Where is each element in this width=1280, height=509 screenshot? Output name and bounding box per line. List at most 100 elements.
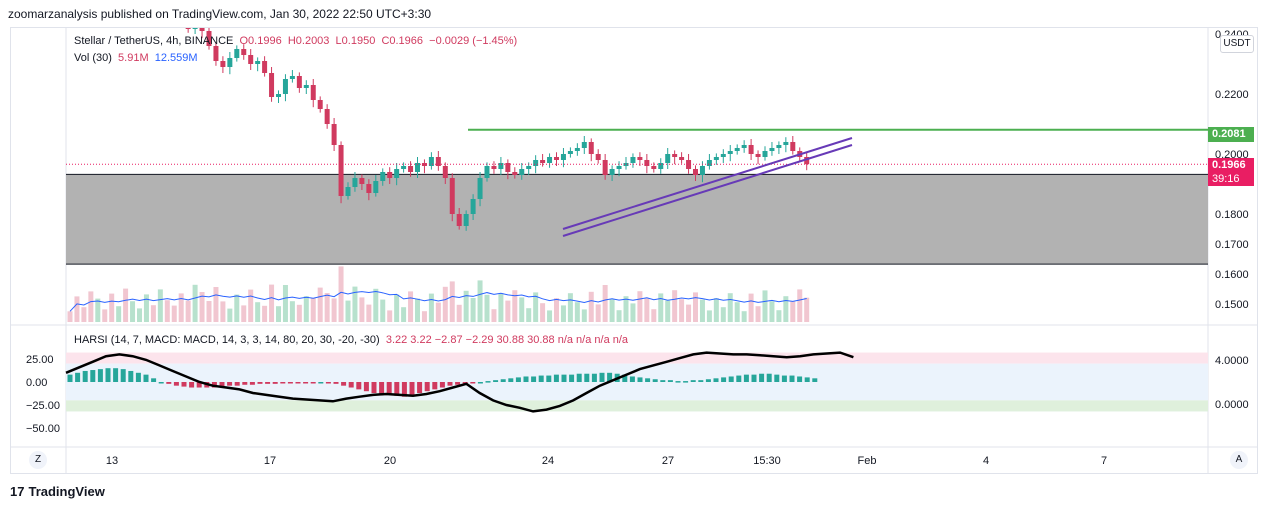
harsi-candle — [485, 381, 491, 383]
volume-bar — [130, 301, 136, 322]
harsi-candle — [645, 378, 651, 382]
harsi-candle — [546, 375, 552, 382]
volume-bar — [227, 308, 233, 322]
harsi-candle — [295, 382, 301, 384]
harsi-candle — [97, 369, 103, 382]
candle-body — [310, 85, 316, 100]
volume-bar — [519, 297, 525, 322]
time-axis-label: Feb — [858, 455, 877, 467]
volume-bar — [88, 291, 94, 322]
volume-bar — [289, 301, 295, 322]
candle-body — [234, 49, 240, 58]
harsi-candle — [781, 375, 787, 382]
harsi-candle — [667, 380, 673, 382]
harsi-candle — [766, 373, 772, 382]
harsi-candle — [303, 382, 309, 384]
price-axis-label: 0.1700 — [1215, 239, 1249, 251]
candle-body — [262, 61, 268, 73]
volume-value: 5.91M — [118, 52, 149, 64]
currency-button[interactable]: USDT — [1220, 35, 1254, 53]
volume-bar — [526, 308, 532, 322]
time-axis-label: 15:30 — [753, 455, 781, 467]
candle-body — [387, 172, 393, 178]
candle-body — [463, 214, 469, 226]
volume-label[interactable]: Vol (30) — [74, 52, 112, 64]
volume-bar — [366, 304, 372, 322]
last-price-tag: 0.1966 — [1208, 158, 1254, 172]
harsi-candle — [538, 375, 544, 382]
candle-body — [720, 154, 726, 157]
harsi-candle — [227, 382, 233, 386]
volume-bar — [644, 298, 650, 322]
zoom-button-left[interactable]: Z — [29, 451, 47, 469]
candle-body — [352, 178, 358, 187]
candle-body — [609, 169, 615, 175]
harsi-candle — [569, 374, 575, 382]
volume-bar — [324, 293, 330, 322]
harsi-candle — [774, 374, 780, 382]
candle-body — [651, 166, 657, 169]
harsi-candle — [455, 382, 461, 385]
volume-bar — [387, 310, 393, 322]
volume-bar — [790, 301, 796, 322]
volume-bar — [720, 307, 726, 322]
harsi-candle — [348, 382, 354, 388]
harsi-candle — [219, 382, 225, 387]
footer-brand[interactable]: 17 TradingView — [10, 484, 105, 499]
volume-bar — [199, 292, 205, 322]
candle-body — [442, 166, 448, 178]
candle-body — [783, 142, 789, 145]
volume-bar — [498, 293, 504, 322]
harsi-candle — [181, 382, 187, 387]
harsi-candle — [341, 382, 347, 386]
harsi-candle — [272, 382, 278, 384]
volume-bar — [769, 301, 775, 322]
low-value: L0.1950 — [335, 35, 376, 47]
volume-bar — [421, 311, 427, 322]
candle-body — [421, 163, 427, 166]
harsi-candle — [500, 379, 506, 382]
volume-bar — [581, 309, 587, 322]
volume-bar — [449, 281, 455, 322]
candle-body — [769, 148, 775, 151]
volume-bar — [574, 302, 580, 322]
candle-body — [630, 157, 636, 163]
harsi-name[interactable]: HARSI — [74, 334, 108, 346]
harsi-candle — [310, 382, 316, 384]
candle-body — [498, 163, 504, 169]
harsi-candle — [736, 375, 742, 382]
harsi-right-label: 4.0000 — [1215, 355, 1249, 367]
candle-body — [269, 73, 275, 97]
auto-scale-button[interactable]: A — [1230, 451, 1248, 469]
candle-body — [296, 76, 302, 88]
volume-bar — [540, 303, 546, 322]
harsi-candle — [561, 374, 567, 382]
harsi-candle — [196, 382, 202, 388]
candle-body — [484, 166, 490, 178]
candle-body — [595, 154, 601, 160]
harsi-candle — [523, 376, 529, 382]
symbol-label[interactable]: Stellar / TetherUS, 4h, BINANCE — [74, 35, 234, 47]
candle-body — [415, 163, 420, 172]
harsi-candle — [743, 374, 749, 382]
harsi-candle — [417, 382, 423, 394]
candle-body — [637, 157, 643, 160]
candle-body — [762, 151, 768, 157]
harsi-candle — [751, 374, 757, 382]
candle-body — [581, 142, 587, 148]
volume-bar — [234, 294, 240, 322]
volume-bar — [748, 293, 754, 322]
volume-bar — [262, 305, 268, 322]
candle-body — [693, 169, 698, 175]
publisher-line: zoomarzanalysis published on TradingView… — [8, 7, 432, 21]
main-legend: Stellar / TetherUS, 4h, BINANCE O0.1996 … — [74, 35, 517, 47]
volume-bar — [512, 290, 518, 322]
volume-bar — [296, 304, 302, 322]
harsi-candle — [151, 378, 157, 382]
harsi-candle — [90, 370, 96, 382]
harsi-candle — [120, 369, 126, 382]
candle-body — [713, 157, 719, 160]
harsi-candle — [249, 382, 255, 385]
candle-body — [540, 160, 546, 163]
